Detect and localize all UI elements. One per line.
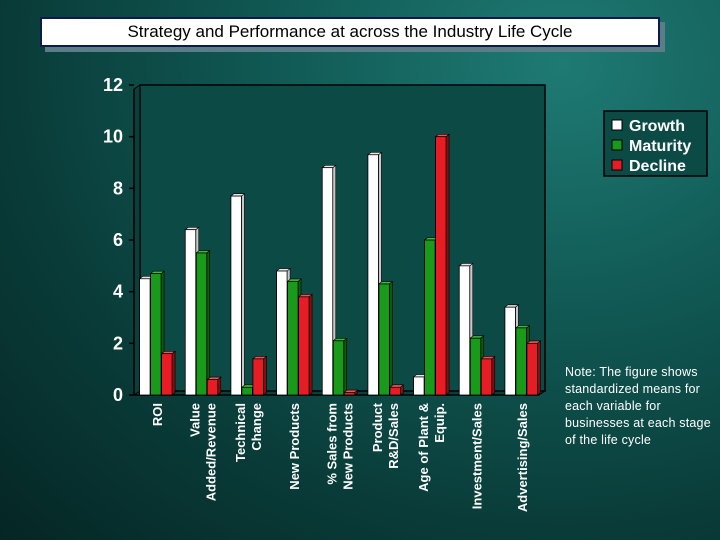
- bar-decline: [298, 296, 310, 396]
- bar-side: [171, 350, 176, 396]
- bar-side: [263, 355, 267, 396]
- bar-growth: [504, 306, 516, 396]
- y-tick-label: 2: [113, 333, 123, 353]
- bar-maturity: [332, 340, 345, 396]
- bar-growth: [139, 278, 151, 396]
- bar-decline: [161, 353, 173, 396]
- bar-maturity: [287, 280, 299, 396]
- bar-side: [343, 337, 348, 396]
- bar-side: [445, 133, 450, 396]
- x-category-label: Product: [370, 402, 385, 452]
- x-category-label: Investment/Sales: [470, 403, 485, 509]
- legend-label-maturity: Maturity: [629, 138, 691, 155]
- bar-maturity: [195, 252, 208, 396]
- bar-side: [537, 340, 541, 396]
- x-category-label: New Products: [287, 403, 302, 490]
- bar-decline: [435, 136, 447, 396]
- legend-swatch-decline: [611, 159, 623, 171]
- y-tick-label: 6: [113, 230, 123, 250]
- bar-maturity: [424, 239, 436, 396]
- x-category-label: Age of Plant &: [416, 403, 431, 492]
- x-category-label: Added/Revenue: [204, 403, 219, 501]
- bar-maturity: [469, 337, 482, 396]
- legend-label-decline: Decline: [629, 158, 686, 175]
- x-category-label: Value: [188, 403, 203, 437]
- bar-growth: [276, 270, 288, 396]
- bar-growth: [230, 195, 242, 396]
- bar-decline: [526, 342, 538, 396]
- x-category-label: Advertising/Sales: [515, 403, 530, 512]
- bar-side: [206, 249, 211, 396]
- bar-maturity: [378, 283, 390, 396]
- legend-swatch-growth: [611, 119, 623, 131]
- bar-side: [241, 193, 245, 396]
- x-category-label: Equip.: [432, 403, 447, 443]
- x-category-label: R&D/Sales: [386, 403, 401, 469]
- bar-side: [217, 376, 222, 396]
- bar-growth: [184, 229, 197, 396]
- bar-decline: [206, 379, 219, 396]
- y-tick-label: 0: [113, 385, 123, 405]
- legend-swatch-maturity: [611, 139, 623, 151]
- x-category-label: % Sales from: [325, 403, 340, 485]
- x-category-label: ROI: [150, 403, 165, 426]
- bar-decline: [480, 358, 493, 396]
- bar-maturity: [150, 273, 162, 396]
- y-tick-label: 8: [113, 178, 123, 198]
- x-category-label: Change: [249, 403, 264, 451]
- y-tick-label: 4: [113, 282, 123, 302]
- figure-note: Note: The figure shows standardized mean…: [565, 365, 711, 447]
- legend-label-growth: Growth: [629, 118, 685, 135]
- slide-title-box: Strategy and Performance at across the I…: [40, 17, 660, 47]
- bar-growth: [458, 265, 471, 396]
- bar-growth: [321, 167, 334, 396]
- x-category-label: Technical: [233, 403, 248, 462]
- bar-decline: [252, 358, 264, 396]
- slide-title: Strategy and Performance at across the I…: [127, 22, 573, 41]
- bar-growth: [413, 376, 425, 396]
- bar-decline: [389, 386, 401, 396]
- bar-side: [491, 355, 496, 396]
- bar-side: [308, 293, 313, 396]
- bar-decline: [343, 392, 356, 396]
- x-category-label: New Products: [341, 403, 356, 490]
- bar-growth: [367, 154, 379, 396]
- bar-maturity: [241, 386, 253, 396]
- bar-maturity: [515, 327, 527, 396]
- plot-side-wall: [133, 84, 141, 396]
- bar-side: [389, 280, 393, 396]
- y-tick-label: 12: [103, 75, 123, 95]
- y-tick-label: 10: [103, 127, 123, 147]
